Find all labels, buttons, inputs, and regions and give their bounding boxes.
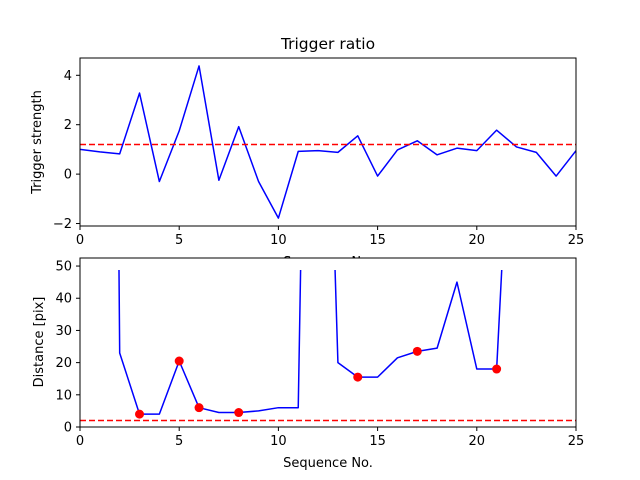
overlap-border-redraw [79, 257, 577, 428]
bottom-axes-frame [80, 258, 576, 427]
bottom-x-tick-label: 0 [76, 434, 84, 449]
top-y-tick-label: 4 [64, 69, 72, 84]
bottom-marker-point [492, 364, 502, 374]
bottom-marker-point [174, 356, 184, 366]
top-plot-area [80, 65, 576, 219]
top-axes: Trigger ratio 0 5 10 15 20 25 −2 0 2 4 Trigger st… [30, 35, 584, 248]
top-y-tick-label: 2 [64, 118, 72, 133]
bottom-x-tick-label: 15 [369, 434, 386, 449]
bottom-y-tick-label: 0 [64, 421, 72, 436]
top-x-tick-label: 15 [369, 233, 386, 248]
bottom-x-tick-label: 20 [469, 434, 486, 449]
top-x-tick-label: 10 [270, 233, 287, 248]
top-clipped-content [80, 65, 576, 219]
bottom-y-tick-label: 30 [55, 324, 72, 339]
bottom-y-tick-label: 10 [55, 388, 72, 403]
bottom-x-axis-label: Sequence No. [283, 456, 373, 471]
bottom-marker-point [135, 409, 145, 419]
bottom-marker-point [412, 346, 422, 356]
overlap-mask [80, 258, 576, 270]
top-ticks: 0 5 10 15 20 25 −2 0 2 4 [53, 69, 584, 248]
bottom-marker-point [353, 372, 363, 382]
top-series-line-0 [80, 65, 576, 219]
bottom-axes: 0 5 10 15 20 25 0 10 20 30 40 50 Sequence No. Dista… [32, 257, 584, 471]
bottom-y-tick-label: 20 [55, 356, 72, 371]
top-y-tick-label: 0 [64, 168, 72, 183]
bottom-series-line-0 [118, 258, 504, 415]
bottom-y-tick-label: 40 [55, 292, 72, 307]
top-chart-title: Trigger ratio [280, 35, 375, 53]
top-x-tick-label: 25 [568, 233, 585, 248]
bottom-y-tick-label: 50 [55, 260, 72, 275]
bottom-y-axis-label: Distance [pix] [32, 297, 47, 388]
bottom-ticks: 0 5 10 15 20 25 0 10 20 30 40 50 [55, 260, 584, 449]
top-axes-frame [80, 58, 576, 226]
top-axes-border [79, 57, 577, 227]
bottom-x-tick-label: 10 [270, 434, 287, 449]
top-x-tick-label: 20 [469, 233, 486, 248]
bottom-x-tick-label: 25 [568, 434, 585, 449]
bottom-marker-point [194, 403, 204, 413]
top-x-tick-label: 0 [76, 233, 84, 248]
top-y-axis-label: Trigger strength [30, 90, 45, 195]
top-x-tick-label: 5 [175, 233, 183, 248]
top-y-tick-label: −2 [53, 217, 72, 232]
bottom-x-tick-label: 5 [175, 434, 183, 449]
bottom-marker-point [234, 408, 244, 418]
